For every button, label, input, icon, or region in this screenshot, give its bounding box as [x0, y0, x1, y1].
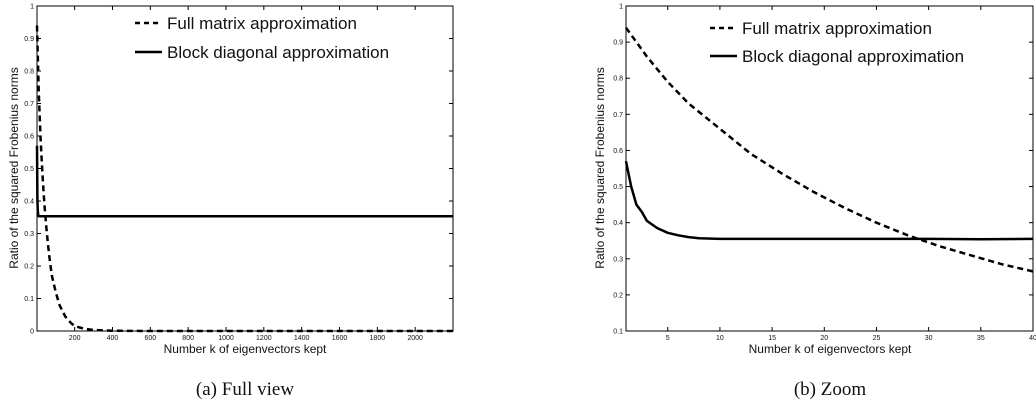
x-tick-label: 25: [873, 335, 881, 342]
x-tick-label: 400: [107, 335, 119, 342]
series-group-a: [35, 25, 453, 333]
series-group-b: [624, 26, 1034, 273]
legend-a: Full matrix approximation Block diagonal…: [135, 14, 389, 62]
y-tick-label: 0.7: [613, 112, 623, 119]
y-tick-label: 0.5: [24, 166, 34, 173]
x-tick-label: 1400: [294, 335, 310, 342]
y-tick-label: 0.5: [613, 184, 623, 191]
y-tick-label: 0.2: [24, 264, 34, 271]
series-line-full-matrix: [35, 25, 453, 333]
legend-label-full-matrix-b: Full matrix approximation: [742, 19, 932, 38]
x-tick-label: 1600: [332, 335, 348, 342]
y-tick-label: 0.1: [613, 329, 623, 336]
legend-label-block-diagonal-a: Block diagonal approximation: [167, 43, 389, 62]
x-axis-label-b: Number k of eigenvectors kept: [749, 342, 912, 356]
y-tick-label: 0.9: [24, 36, 34, 43]
y-tick-label: 0.1: [24, 296, 34, 303]
y-ticks-b: 0.1 0.2 0.3 0.4 0.5 0.6 0.7 0.8 0.9 1: [613, 4, 1033, 336]
y-tick-label: 0.9: [613, 40, 623, 47]
y-tick-label: 0.4: [613, 220, 623, 227]
y-tick-label: 0.3: [24, 231, 34, 238]
x-tick-label: 200: [69, 335, 81, 342]
y-ticks-a: 0 0.1 0.2 0.3 0.4 0.5 0.6 0.7 0.8 0.9 1: [24, 4, 453, 336]
x-tick-label: 15: [768, 335, 776, 342]
y-tick-label: 1: [30, 4, 34, 11]
y-tick-label: 0.8: [613, 76, 623, 83]
y-tick-label: 0.6: [24, 134, 34, 141]
y-axis-label-a: Ratio of the squared Frobenius norms: [7, 67, 21, 268]
caption-b: (b) Zoom: [794, 379, 867, 400]
x-tick-label: 5: [666, 335, 670, 342]
y-tick-label: 0.8: [24, 69, 34, 76]
x-tick-label: 40: [1029, 335, 1036, 342]
y-tick-label: 0.6: [613, 148, 623, 155]
x-axis-label-a: Number k of eigenvectors kept: [164, 342, 327, 356]
y-tick-label: 0: [30, 329, 34, 336]
chart-panel-zoom: 0.1 0.2 0.3 0.4 0.5 0.6 0.7 0.8 0.9 1 5 10 15 20 25 30…: [593, 4, 1036, 401]
x-tick-label: 1000: [218, 335, 234, 342]
x-tick-label: 1800: [370, 335, 386, 342]
legend-label-block-diagonal-b: Block diagonal approximation: [742, 47, 964, 66]
legend-b: Full matrix approximation Block diagonal…: [710, 19, 964, 66]
y-axis-label-b: Ratio of the squared Frobenius norms: [593, 67, 607, 268]
x-tick-label: 20: [820, 335, 828, 342]
x-tick-label: 600: [144, 335, 156, 342]
x-tick-label: 10: [716, 335, 724, 342]
x-tick-label: 30: [925, 335, 933, 342]
series-line-block-diagonal: [35, 145, 453, 218]
x-tick-label: 800: [182, 335, 194, 342]
legend-label-full-matrix-a: Full matrix approximation: [167, 14, 357, 33]
x-tick-label: 35: [977, 335, 985, 342]
y-tick-label: 0.4: [24, 199, 34, 206]
chart-panel-full-view: 0 0.1 0.2 0.3 0.4 0.5 0.6 0.7 0.8 0.9 1 200 400 600 8…: [7, 4, 454, 400]
y-tick-label: 0.3: [613, 256, 623, 263]
caption-a: (a) Full view: [196, 379, 294, 400]
x-ticks-b: 5 10 15 20 25 30 35 40: [666, 6, 1036, 342]
x-tick-label: 2000: [407, 335, 423, 342]
x-tick-label: 1200: [256, 335, 272, 342]
y-tick-label: 1: [619, 4, 623, 11]
plot-frame-b: [625, 5, 1034, 332]
y-tick-label: 0.7: [24, 101, 34, 108]
x-ticks-a: 200 400 600 800 1000 1200 1400 1600 1800 2000: [69, 6, 423, 342]
y-tick-label: 0.2: [613, 292, 623, 299]
series-line-full-matrix: [624, 26, 1034, 273]
series-line-block-diagonal: [624, 161, 1034, 241]
